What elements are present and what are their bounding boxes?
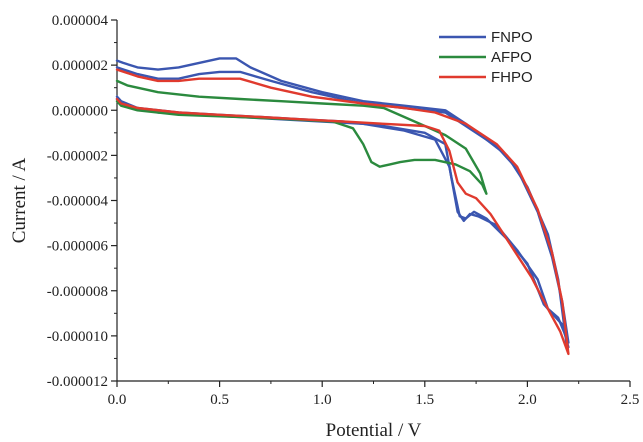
x-tick-label: 0.0 <box>108 392 127 408</box>
series-layer <box>115 57 570 356</box>
series-line-fhpo <box>115 68 570 356</box>
legend-label-fhpo: FHPO <box>491 69 533 86</box>
y-tick-label: 0.000004 <box>52 13 109 29</box>
y-tick-label: -0.000004 <box>47 194 109 210</box>
legend-label-afpo: AFPO <box>491 49 532 66</box>
legend-label-fnpo: FNPO <box>491 29 533 46</box>
x-tick-label: 1.5 <box>415 392 434 408</box>
y-tick-label: 0.000000 <box>52 103 108 119</box>
x-tick-label: 0.5 <box>210 392 229 408</box>
x-tick-label: 2.5 <box>621 392 640 408</box>
y-tick-label: -0.000012 <box>47 374 108 390</box>
y-tick-label: -0.000008 <box>47 284 108 300</box>
y-tick-label: -0.000010 <box>47 329 108 345</box>
legend: FNPO AFPO FHPO <box>439 29 533 86</box>
axes-layer: 0.0 0.5 1.0 1.5 2.0 2.5 0.000004 0.000002 0.0000… <box>47 13 640 408</box>
x-axis-title: Potential / V <box>326 420 422 441</box>
y-tick-label: -0.000002 <box>47 148 108 164</box>
y-tick-label: -0.000006 <box>47 239 109 255</box>
x-tick-label: 1.0 <box>313 392 332 408</box>
x-tick-label: 2.0 <box>518 392 537 408</box>
y-axis-title: Current / A <box>9 157 30 243</box>
y-tick-label: 0.000002 <box>52 58 108 74</box>
